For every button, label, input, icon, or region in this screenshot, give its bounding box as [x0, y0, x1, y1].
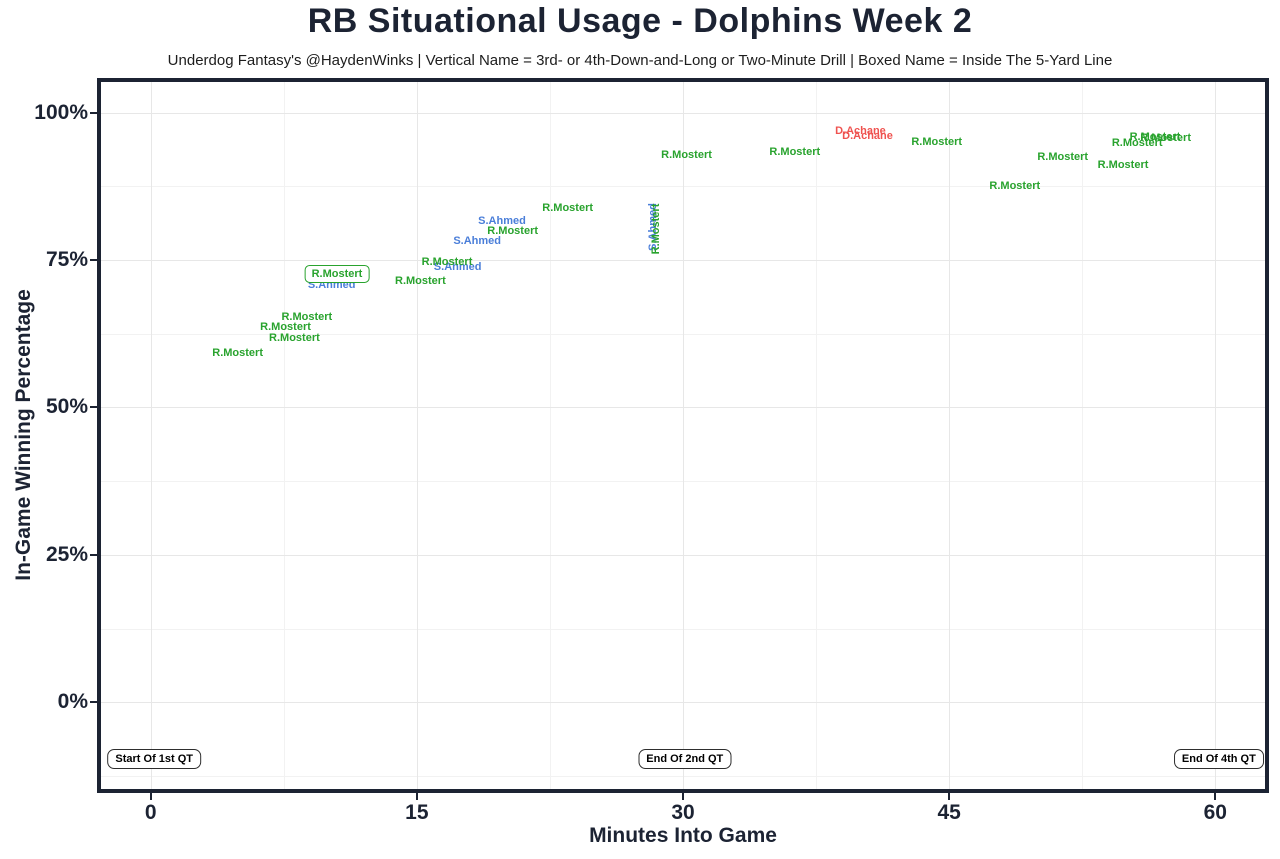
y-tick-100: [90, 111, 97, 114]
minor-gridline-x-22.5: [549, 82, 551, 789]
y-tick-label-25: 25%: [45, 542, 88, 566]
point-label-r-mostert: R.Mostert: [989, 180, 1041, 193]
x-tick-label-60: 60: [1203, 801, 1227, 824]
point-label-r-mostert: R.Mostert: [542, 201, 594, 214]
y-tick-label-50: 50%: [45, 395, 88, 419]
x-tick-15: [415, 793, 418, 800]
point-label-r-mostert: R.Mostert: [1129, 130, 1181, 143]
y-tick-50: [90, 406, 97, 409]
point-label-r-mostert: R.Mostert: [212, 347, 263, 360]
point-label-r-mostert: R.Mostert: [487, 224, 539, 237]
point-label-r-mostert: R.Mostert: [1140, 131, 1191, 144]
y-tick-label-75: 75%: [45, 248, 88, 272]
point-label-s-ahmed: S.Ahmed: [453, 234, 501, 247]
point-label-r-mostert: R.Mostert: [911, 135, 963, 148]
gridline-y-100: [101, 112, 1265, 114]
y-tick-label-100: 100%: [34, 100, 88, 124]
point-label-r-mostert: R.Mostert: [260, 321, 311, 334]
point-label-d-achane: D.Achane: [842, 129, 893, 142]
gridline-x-15: [416, 82, 418, 789]
point-label-r-mostert: R.Mostert: [1111, 136, 1163, 149]
y-axis-title: In-Game Winning Percentage: [12, 289, 35, 581]
gridline-y-75: [101, 260, 1265, 262]
gridline-x-30: [683, 82, 684, 789]
point-label-r-mostert: R.Mostert: [395, 274, 446, 287]
gridline-y-50: [101, 407, 1265, 409]
point-label-r-mostert: R.Mostert: [650, 203, 663, 255]
point-label-s-ahmed: S.Ahmed: [478, 214, 526, 227]
x-tick-45: [948, 793, 951, 800]
x-tick-60: [1214, 793, 1217, 800]
point-label-r-mostert: R.Mostert: [661, 148, 712, 161]
gridline-x-60: [1215, 82, 1217, 789]
point-label-s-ahmed: S.Ahmed: [433, 260, 482, 273]
point-label-r-mostert: R.Mostert: [304, 265, 370, 284]
gridline-y-0: [101, 702, 1265, 704]
gridline-x-0: [150, 82, 152, 789]
x-axis-title: Minutes Into Game: [589, 824, 777, 847]
y-tick-label-0: 0%: [57, 690, 88, 714]
gridline-x-45: [949, 82, 951, 789]
x-tick-label-30: 30: [671, 801, 695, 824]
point-label-r-mostert: R.Mostert: [769, 145, 821, 158]
point-label-r-mostert: R.Mostert: [421, 256, 473, 269]
y-tick-75: [90, 259, 97, 262]
chart-title: RB Situational Usage - Dolphins Week 2: [307, 2, 973, 40]
x-tick-0: [149, 793, 152, 800]
annotation-start-of-1st-qt: Start Of 1st QT: [107, 748, 202, 769]
minor-gridline-x-7.5: [283, 82, 285, 789]
gridline-y-25: [101, 554, 1265, 556]
y-tick-0: [90, 701, 97, 704]
x-tick-30: [682, 793, 684, 800]
x-tick-label-15: 15: [405, 801, 429, 824]
y-tick-25: [90, 553, 97, 556]
point-label-r-mostert: R.Mostert: [269, 331, 320, 344]
point-label-r-mostert: R.Mostert: [1037, 151, 1089, 164]
plot-panel: Start Of 1st QT End Of 2nd QT End Of 4th Q…: [97, 78, 1269, 793]
x-tick-label-45: 45: [937, 801, 961, 824]
chart-subtitle: Underdog Fantasy's @HaydenWinks | Vertic…: [167, 52, 1113, 69]
point-label-d-achane: D.Achane: [835, 124, 886, 137]
minor-gridline-x-37.5: [816, 82, 818, 789]
minor-gridline-x-52.5: [1082, 82, 1084, 789]
x-tick-label-0: 0: [144, 801, 157, 824]
annotation-end-of-2nd-qt: End Of 2nd QT: [638, 748, 732, 769]
point-label-r-mostert: R.Mostert: [1097, 158, 1149, 171]
point-label-r-mostert: R.Mostert: [281, 311, 333, 324]
annotation-end-of-4th-qt: End Of 4th QT: [1173, 748, 1264, 769]
